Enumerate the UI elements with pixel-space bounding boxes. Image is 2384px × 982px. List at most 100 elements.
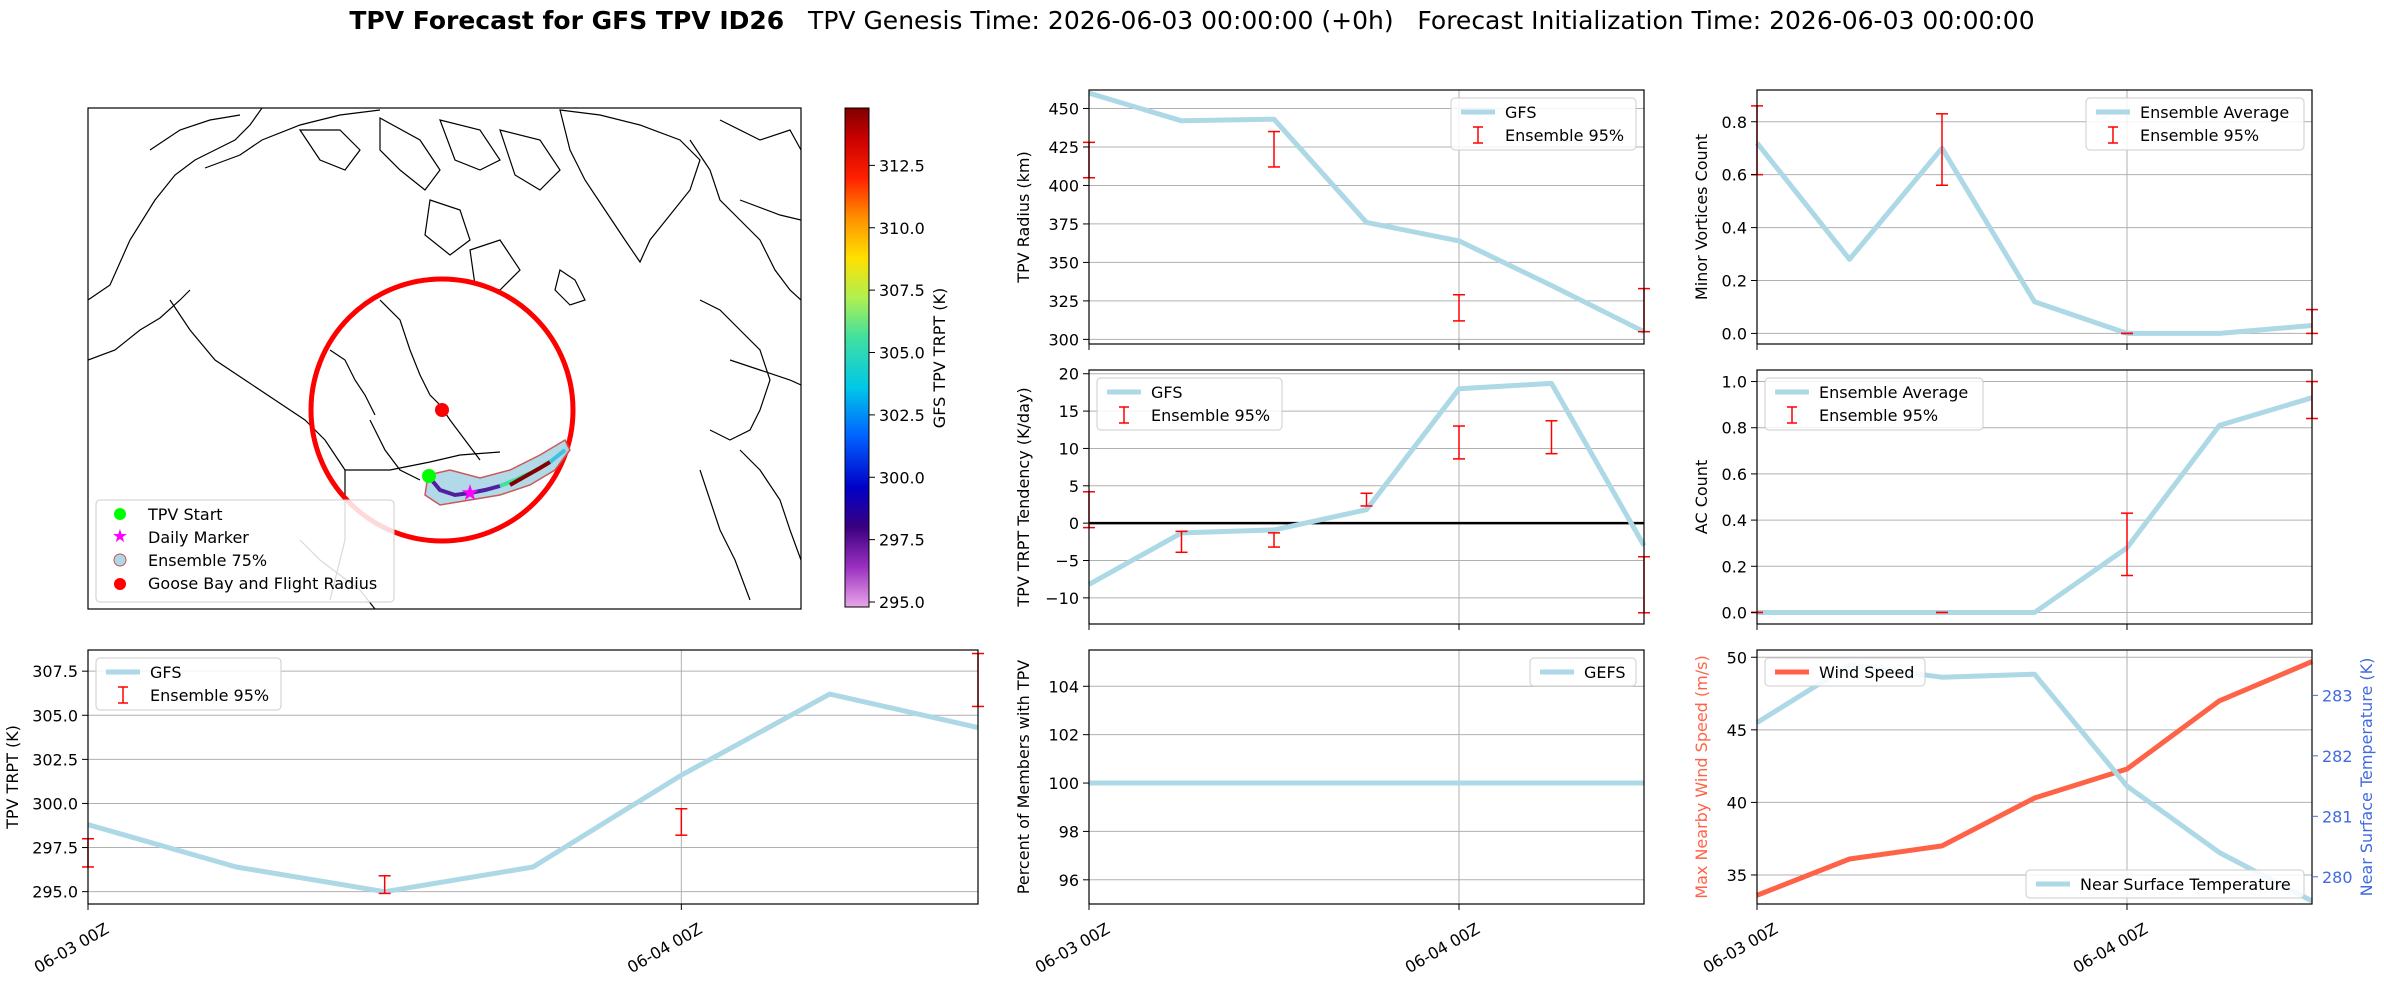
series-line	[1755, 141, 2313, 336]
series-line	[1088, 90, 1646, 334]
legend-daily-marker-star: ★	[112, 526, 128, 547]
colorbar-tick-label: 297.5	[879, 531, 925, 550]
y-tick-label: 0.0	[1722, 324, 1747, 343]
axes-frame	[1756, 649, 2313, 905]
y-tick-label: 295.0	[32, 883, 78, 902]
y-tick-label: 0.2	[1722, 557, 1747, 576]
y-tick-label: 0.8	[1722, 113, 1747, 132]
track-segment-late	[509, 460, 552, 487]
legend-box	[1529, 657, 1637, 687]
chart-percent: 96 98 100 102 104 Percent of Members with TPV…	[1014, 649, 1645, 977]
y2-tick-label: 281	[2322, 807, 2353, 826]
colorbar-label: GFS TPV TRPT (K)	[930, 288, 949, 428]
legend-box	[1096, 377, 1283, 431]
legend-daily-marker: Daily Marker	[148, 528, 249, 547]
y-tick-label: 0.4	[1722, 511, 1747, 530]
y-tick-label: 40	[1727, 793, 1747, 812]
axes-frame	[1088, 649, 1645, 905]
y-tick-label: 1.0	[1722, 373, 1747, 392]
map-legend: TPV Start ★ Daily Marker Ensemble 75% Go…	[95, 499, 395, 603]
axes-frame	[1756, 369, 2313, 625]
legend-label: GFS	[1505, 103, 1536, 122]
legend-tpv-start: TPV Start	[147, 505, 223, 524]
y-tick-label: −5	[1055, 552, 1079, 571]
axes-frame	[87, 649, 979, 905]
y2-axis-label: Near Surface Temperature (K)	[2357, 658, 2376, 897]
x-tick-label: 06-03 00Z	[1032, 919, 1113, 977]
y2-tick-label: 282	[2322, 747, 2353, 766]
legend-label: Near Surface Temperature	[2080, 875, 2291, 894]
series-line	[87, 691, 979, 895]
series-line	[1757, 395, 2313, 615]
y-axis-label: TPV Radius (km)	[1014, 151, 1033, 284]
y-tick-label: 307.5	[32, 662, 78, 681]
y-axis-label: AC Count	[1692, 460, 1711, 534]
x-tick-label: 06-04 00Z	[1402, 919, 1483, 977]
y-axis-label: TPV TRPT Tendency (K/day)	[1014, 387, 1033, 607]
y-tick-label: 0.6	[1722, 465, 1747, 484]
figure-title-rest: TPV Genesis Time: 2026-06-03 00:00:00 (+…	[784, 6, 2035, 35]
y-tick-label: 300.0	[32, 794, 78, 813]
x-tick-label: 06-03 00Z	[31, 919, 112, 977]
daily-marker-star: ★	[460, 481, 480, 506]
y-tick-label: 0.8	[1722, 419, 1747, 438]
colorbar-ticks: 312.5 310.0 307.5 305.0 302.5 300.0 297.5 295.0	[869, 156, 925, 612]
track-segment-early	[428, 476, 501, 498]
y-tick-label: 45	[1727, 721, 1747, 740]
chart-minor: 0.0 0.2 0.4 0.6 0.8 Minor Vortices Count Ensem…	[1692, 89, 2318, 350]
legend-label: Ensemble Average	[2140, 103, 2289, 122]
colorbar-tick-label: 310.0	[879, 219, 925, 238]
legend-label: Wind Speed	[1819, 663, 1914, 682]
map-colorbar: 312.5 310.0 307.5 305.0 302.5 300.0 297.5 295.0…	[844, 107, 949, 612]
y-tick-label: 302.5	[32, 750, 78, 769]
y-axis-label: Max Nearby Wind Speed (m/s)	[1692, 655, 1711, 898]
axes-frame	[1088, 89, 1645, 345]
legend-label: Ensemble 95%	[1151, 406, 1270, 425]
y-axis-label: TPV TRPT (K)	[3, 725, 22, 830]
y-tick-label: 35	[1727, 866, 1747, 885]
y-tick-label: 305.0	[32, 706, 78, 725]
y-tick-label: 0	[1069, 514, 1079, 533]
colorbar-tick-label: 312.5	[879, 156, 925, 175]
legend-box	[2085, 97, 2305, 151]
legend-box	[1450, 97, 1637, 151]
chart-wind: 35 40 45 50 Max Nearby Wind Speed (m/s) 280 28…	[1692, 648, 2376, 977]
y-tick-label: 104	[1048, 677, 1079, 696]
series-line	[1756, 659, 2313, 898]
y-tick-label: 20	[1059, 365, 1079, 384]
colorbar-tick-label: 300.0	[879, 468, 925, 487]
map-frame	[87, 107, 802, 610]
legend-label: GFS	[1151, 383, 1182, 402]
y-tick-label: 400	[1048, 176, 1079, 195]
y-tick-label: 102	[1048, 726, 1079, 745]
x-tick-label: 06-03 00Z	[1700, 919, 1781, 977]
y-tick-label: 5	[1069, 477, 1079, 496]
legend-box	[95, 657, 282, 711]
y-axis-label: Minor Vortices Count	[1692, 134, 1711, 300]
legend-box	[1764, 657, 1926, 687]
legend-tpv-start-marker	[114, 508, 126, 520]
legend-label: Ensemble 95%	[1505, 126, 1624, 145]
y-tick-label: 350	[1048, 253, 1079, 272]
y-tick-label: −10	[1045, 589, 1079, 608]
legend-label: GEFS	[1584, 663, 1626, 682]
legend-box	[1764, 377, 1984, 431]
colorbar-tick-label: 307.5	[879, 281, 925, 300]
colorbar-tick-label: 295.0	[879, 593, 925, 612]
axes-frame	[1756, 89, 2313, 345]
y-tick-label: 300	[1048, 330, 1079, 349]
y-tick-label: 10	[1059, 439, 1079, 458]
y2-tick-label: 283	[2322, 686, 2353, 705]
figure-title: TPV Forecast for GFS TPV ID26 TPV Genesi…	[0, 6, 2384, 35]
legend-label: GFS	[150, 663, 181, 682]
chart-ac: 0.0 0.2 0.4 0.6 0.8 1.0 AC Count Ensemble Avera…	[1692, 369, 2318, 630]
legend-label: Ensemble 95%	[2140, 126, 2259, 145]
chart-tendency: −10 −5 0 5 10 15 20 TPV TRPT Tendency (K/day) GF…	[1014, 365, 1650, 630]
map-legend-box	[95, 499, 395, 603]
y-tick-label: 96	[1059, 871, 1079, 890]
series-line	[1755, 662, 2314, 904]
y2-tick-label: 280	[2322, 868, 2353, 887]
goose-bay-marker	[435, 403, 449, 417]
